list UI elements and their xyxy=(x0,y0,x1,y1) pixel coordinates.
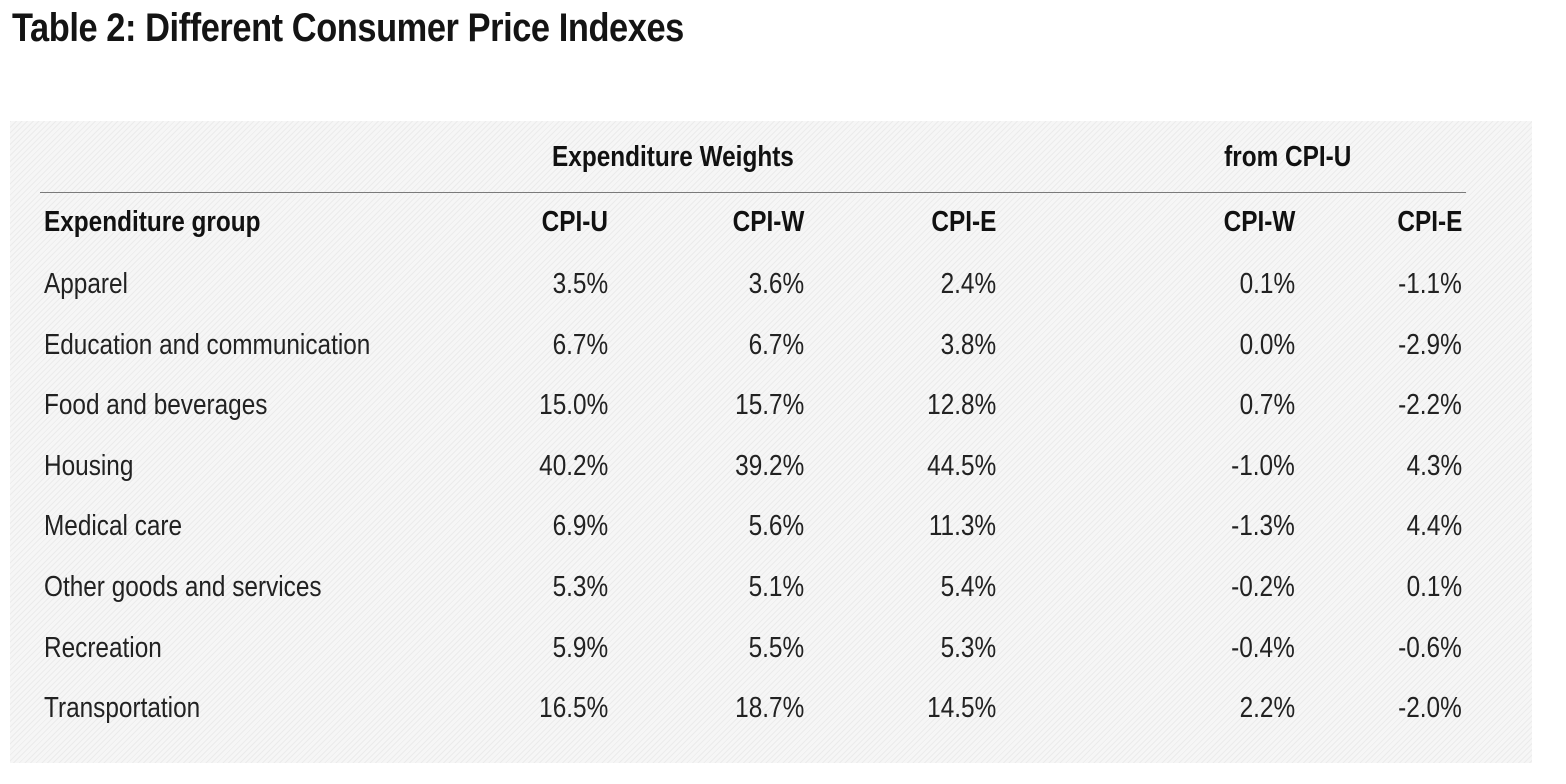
table-cell: 6.9% xyxy=(552,510,608,542)
table-cell: 5.4% xyxy=(940,571,996,603)
col-header-cpi-e: CPI-E xyxy=(931,206,996,238)
row-label: Housing xyxy=(44,450,134,482)
table-cell: 4.3% xyxy=(1406,450,1462,482)
row-label: Food and beverages xyxy=(44,389,268,421)
table-cell: 18.7% xyxy=(734,692,804,724)
col-header-cpi-w: CPI-W xyxy=(732,206,804,238)
row-label: Education and communication xyxy=(44,329,371,361)
table-cell: 4.4% xyxy=(1406,510,1462,542)
table-cell: 5.3% xyxy=(940,632,996,664)
table-cell: -1.0% xyxy=(1231,450,1295,482)
header-divider xyxy=(40,192,1466,193)
table-cell: 6.7% xyxy=(748,329,804,361)
col-header-group: Expenditure group xyxy=(44,206,261,238)
page-title: Table 2: Different Consumer Price Indexe… xyxy=(12,6,684,50)
table-cell: -0.6% xyxy=(1398,632,1462,664)
group-header-weights: Expenditure Weights xyxy=(552,141,794,173)
table-cell: 14.5% xyxy=(926,692,996,724)
row-label: Medical care xyxy=(44,510,183,542)
table-cell: 5.9% xyxy=(552,632,608,664)
table-cell: -0.2% xyxy=(1231,571,1295,603)
group-header-diff: from CPI-U xyxy=(1224,141,1352,173)
table-cell: 11.3% xyxy=(928,510,996,542)
table-cell: 44.5% xyxy=(926,450,996,482)
table-cell: 5.1% xyxy=(748,571,804,603)
col-header-diff-cpi-e: CPI-E xyxy=(1397,206,1462,238)
table-panel xyxy=(10,121,1532,763)
table-cell: 2.2% xyxy=(1239,692,1295,724)
table-cell: 3.5% xyxy=(552,268,608,300)
table-cell: 5.6% xyxy=(748,510,804,542)
col-header-diff-cpi-w: CPI-W xyxy=(1223,206,1295,238)
table-cell: 5.3% xyxy=(552,571,608,603)
table-cell: -2.2% xyxy=(1398,389,1462,421)
table-cell: 0.1% xyxy=(1239,268,1295,300)
table-cell: -2.9% xyxy=(1398,329,1462,361)
table-cell: 5.5% xyxy=(748,632,804,664)
table-cell: 3.6% xyxy=(748,268,804,300)
table-cell: -1.1% xyxy=(1398,268,1462,300)
table-cell: 6.7% xyxy=(552,329,608,361)
table-cell: 15.7% xyxy=(734,389,804,421)
table-cell: 39.2% xyxy=(734,450,804,482)
table-cell: 0.1% xyxy=(1406,571,1462,603)
table-cell: -0.4% xyxy=(1231,632,1295,664)
table-cell: -1.3% xyxy=(1231,510,1295,542)
table-cell: 15.0% xyxy=(538,389,608,421)
row-label: Other goods and services xyxy=(44,571,322,603)
table-cell: 0.7% xyxy=(1239,389,1295,421)
col-header-cpi-u: CPI-U xyxy=(541,206,608,238)
row-label: Apparel xyxy=(44,268,128,300)
row-label: Recreation xyxy=(44,632,162,664)
table-cell: -2.0% xyxy=(1398,692,1462,724)
table-cell: 2.4% xyxy=(940,268,996,300)
table-cell: 0.0% xyxy=(1239,329,1295,361)
row-label: Transportation xyxy=(44,692,201,724)
table-cell: 12.8% xyxy=(926,389,996,421)
table-cell: 40.2% xyxy=(538,450,608,482)
table-cell: 16.5% xyxy=(538,692,608,724)
table-cell: 3.8% xyxy=(940,329,996,361)
